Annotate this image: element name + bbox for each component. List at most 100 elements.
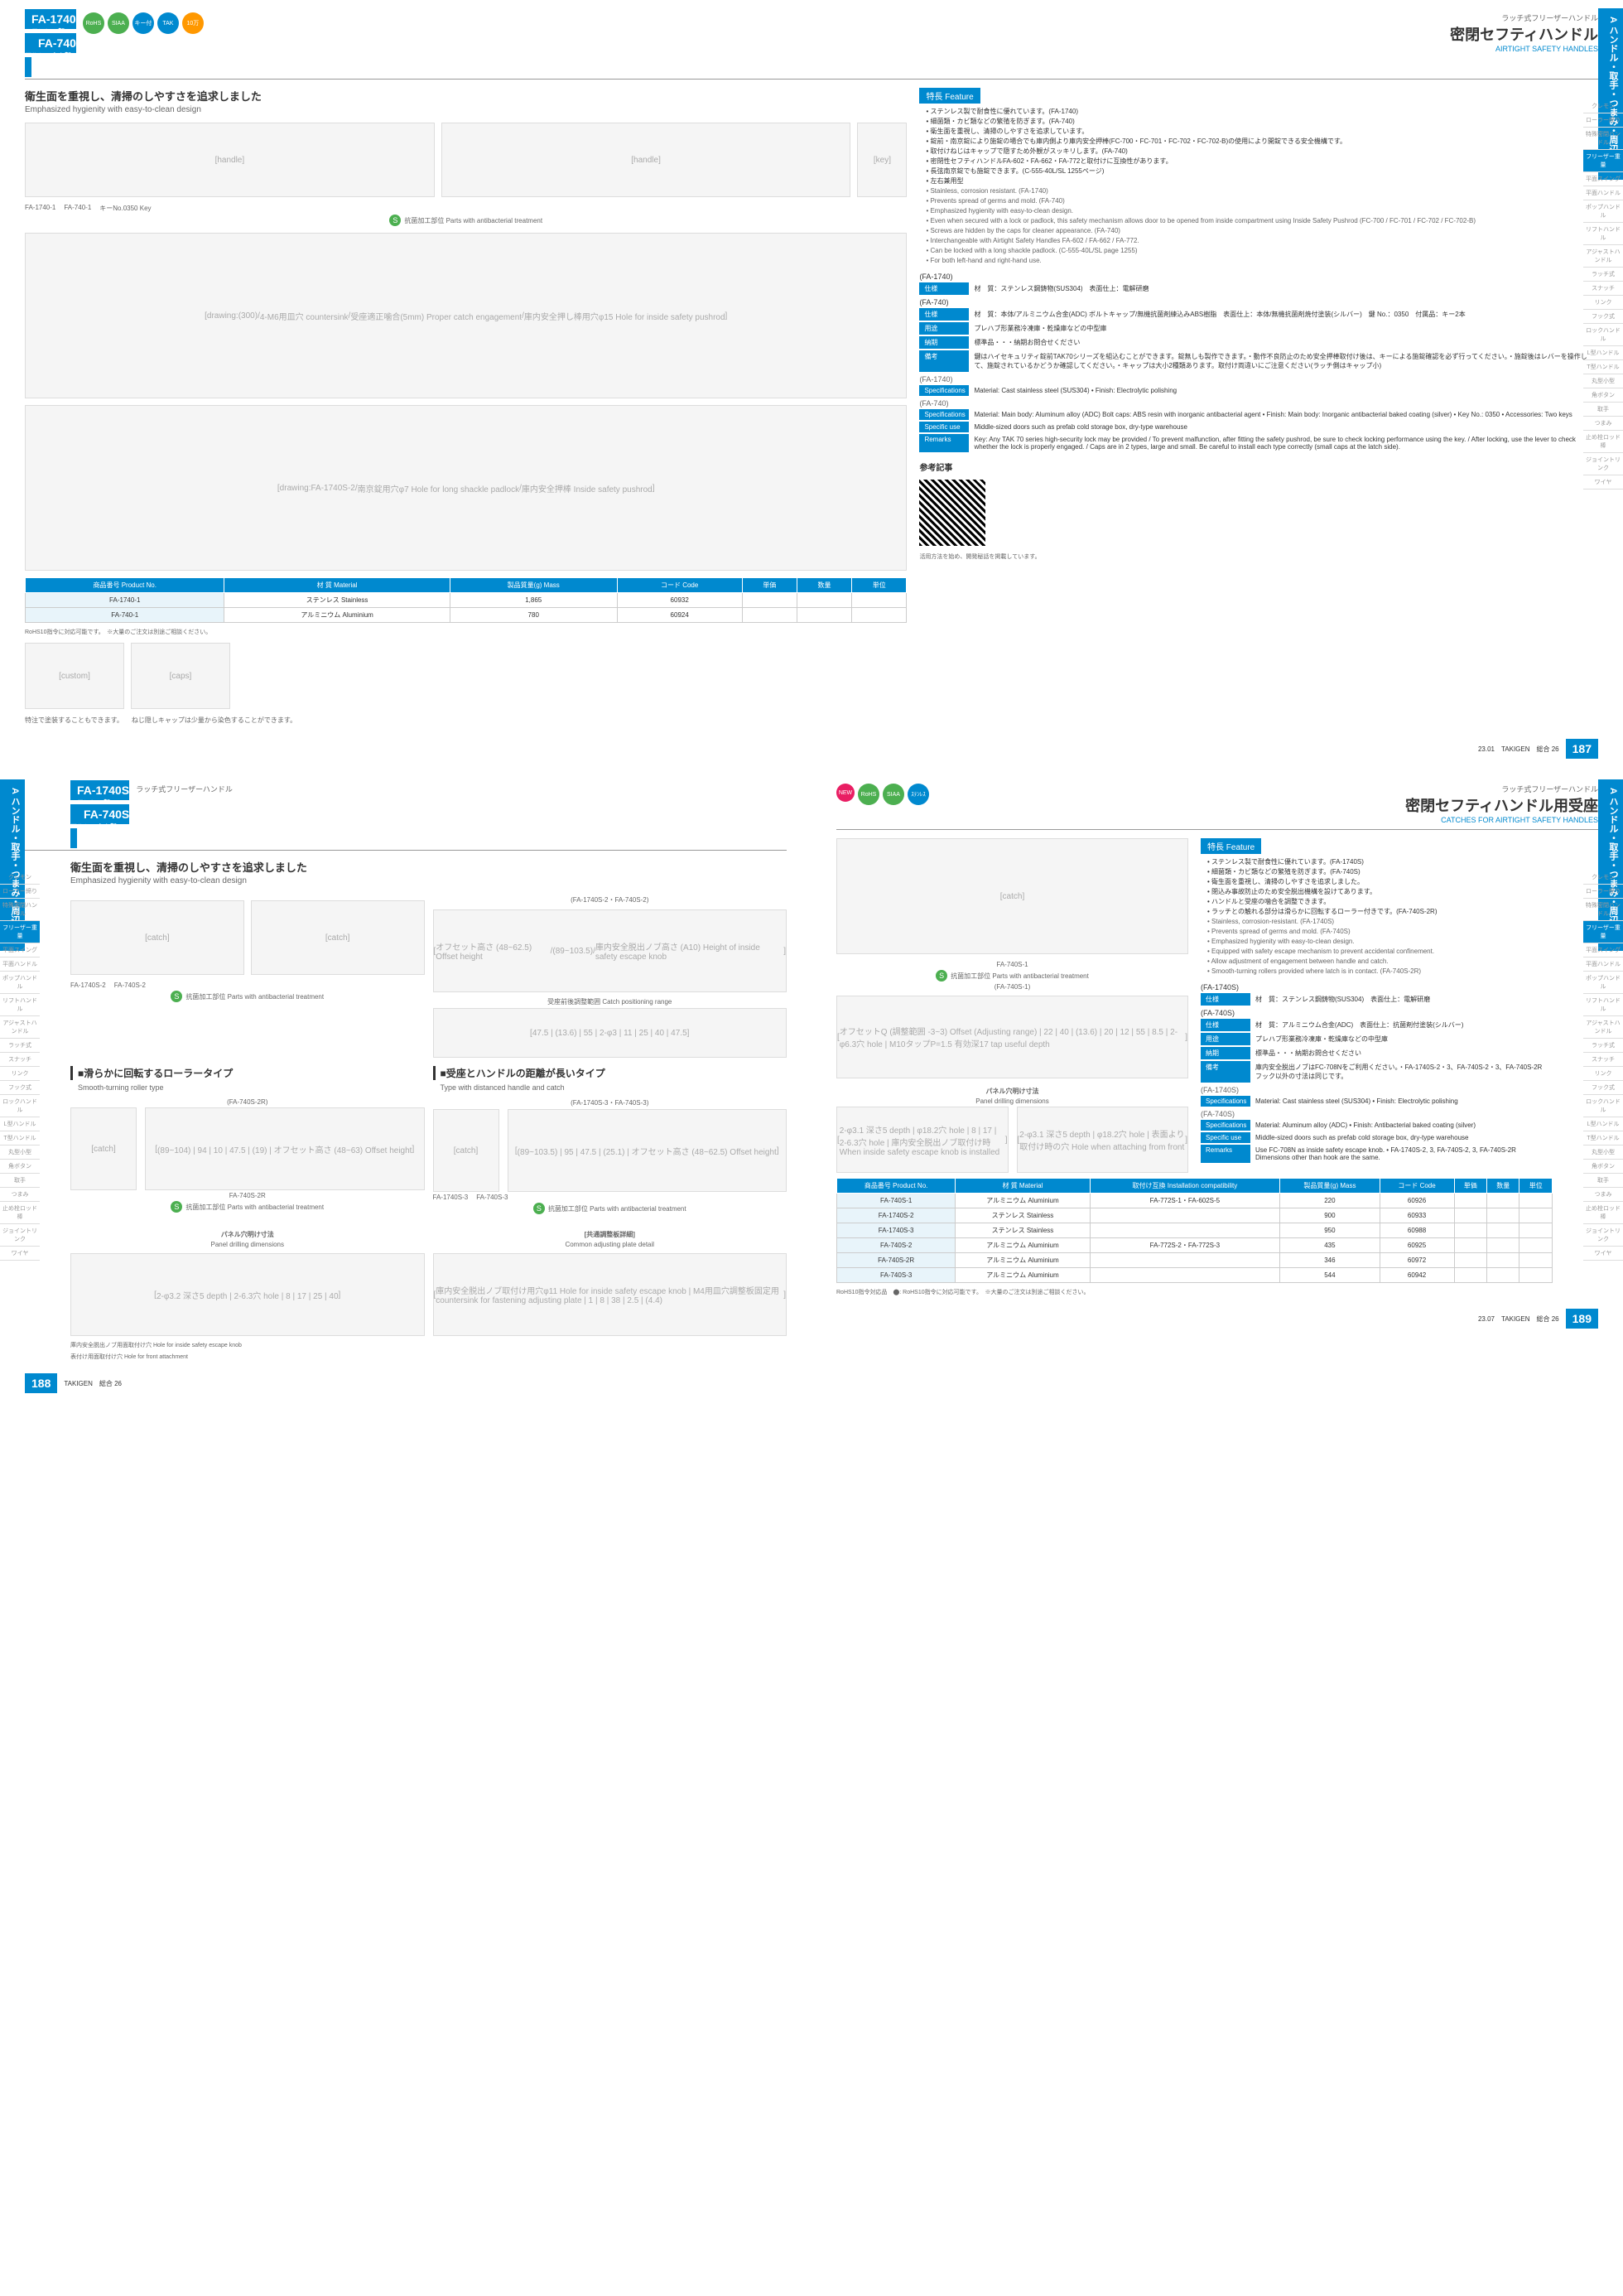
product-image: [catch] xyxy=(433,1109,499,1192)
date: 23.07 xyxy=(1478,1315,1495,1323)
title-category: ラッチ式フリーザーハンドル xyxy=(936,784,1598,794)
rohs-badge: RoHS xyxy=(83,12,104,34)
spec-block: SpecificationsMaterial: Cast stainless s… xyxy=(1201,1096,1553,1107)
title: 密閉セフティハンドル xyxy=(210,23,1598,45)
spec-hdr: (FA-1740S) xyxy=(1201,1086,1553,1094)
technical-drawing-2: [drawing: FA-1740S-2 / 南京錠用穴φ7 Hole for … xyxy=(25,405,907,571)
qr-code xyxy=(919,480,985,546)
brand: TAKIGEN xyxy=(1501,745,1530,753)
page-footer: 23.01 TAKIGEN 総合 26 187 xyxy=(25,739,1598,759)
anti-label: 抗菌加工部位 Parts with antibacterial treatmen… xyxy=(404,217,542,224)
new-badge: NEW xyxy=(836,784,855,802)
panel-hdr: パネル穴明け寸法 xyxy=(836,1087,1188,1096)
product-image: [catch] xyxy=(836,838,1188,954)
siaa-badge: SIAA xyxy=(883,784,904,805)
feature-header: 特長 Feature xyxy=(919,88,980,104)
features-jp: ステンレス製で耐食性に優れています。(FA-1740)細菌類・カビ類などの繁殖を… xyxy=(919,107,1598,186)
panel-hdr-en: Panel drilling dimensions xyxy=(70,1241,425,1248)
section-header-en: Smooth-turning roller type xyxy=(70,1083,425,1092)
panel-hdr: パネル穴明け寸法 xyxy=(70,1230,425,1239)
date: 23.01 xyxy=(1478,745,1495,753)
subtitle: 衛生面を重視し、清掃のしやすさを追求しました xyxy=(70,859,787,875)
prod-label: FA-740S-2R xyxy=(70,1192,425,1199)
section-header-en: Type with distanced handle and catch xyxy=(433,1083,787,1092)
panel-drawing: [2-φ3.2 深さ5 depth | 2-6.3穴 hole | 8 | 17… xyxy=(70,1253,425,1336)
side-nav: クレモンローラー締り特殊密閉ハンドルフリーザー重量平面スイング平面ハンドルポップ… xyxy=(1583,99,1623,490)
key-image: [key] xyxy=(857,123,907,197)
product-image: [catch] xyxy=(70,1107,137,1190)
product-image-2: [handle] xyxy=(441,123,851,197)
spec-1740en-hdr: (FA-1740) xyxy=(919,375,1598,383)
badges: NEW RoHS SIAA ｽﾃﾝﾚｽ xyxy=(836,784,929,805)
section-header: ■滑らかに回転するローラータイプ xyxy=(70,1066,425,1080)
ref-label: 参考記事 xyxy=(919,461,1598,473)
spec-740en-hdr: (FA-740) xyxy=(919,399,1598,408)
header: FA-1740ステンレス製 FA-740アルミニウム製 RoHS SIAA キー… xyxy=(25,12,1598,80)
page-number: 188 xyxy=(25,1373,57,1393)
title-category: ラッチ式フリーザーハンドル xyxy=(136,784,787,794)
siaa-badge: SIAA xyxy=(108,12,129,34)
panel-hdr-en: Panel drilling dimensions xyxy=(836,1097,1188,1105)
page-footer: 188 TAKIGEN 総合 26 xyxy=(25,1373,787,1393)
spec-block: 仕様材 質：アルミニウム合金(ADC) 表面仕上：抗菌剤付塗装(シルバー)用途プ… xyxy=(1201,1019,1553,1083)
spec-block: SpecificationsMaterial: Aluminum alloy (… xyxy=(1201,1120,1553,1163)
anti-dot: S xyxy=(171,991,182,1002)
side-nav: クレモンローラー締り特殊密閉ハンドルフリーザー重量平面スイング平面ハンドルポップ… xyxy=(1583,871,1623,1261)
catalog: 総合 26 xyxy=(99,1379,122,1388)
technical-drawing: [オフセット高さ (48~62.5) Offset height / (89~1… xyxy=(433,909,787,992)
adj-hdr: [共通調整板詳細] xyxy=(433,1230,787,1239)
custom-image: [custom] xyxy=(25,643,124,709)
dwg-label: (FA-740S-1) xyxy=(836,983,1188,991)
title-en: CATCHES FOR AIRTIGHT SAFETY HANDLES xyxy=(936,816,1598,824)
technical-drawing-1: [drawing: (300) / 4-M6用皿穴 countersink / … xyxy=(25,233,907,398)
product-table: 商品番号 Product No.材 質 Material取付け互換 Instal… xyxy=(836,1178,1553,1283)
panel-note: 表付け用面取付け穴 Hole for front attachment xyxy=(70,1353,425,1361)
dwg-label: (FA-1740S-3・FA-740S-3) xyxy=(433,1098,787,1107)
features-en: Stainless, corrosion resistant. (FA-1740… xyxy=(919,186,1598,266)
page-number: 187 xyxy=(1566,739,1598,759)
adj-label: 受座前後調整範囲 Catch positioning range xyxy=(433,997,787,1006)
img-label-1: FA-1740-1 xyxy=(25,204,55,213)
ip-badge: 10万 xyxy=(182,12,204,34)
title-en: AIRTIGHT SAFETY HANDLES xyxy=(210,45,1598,53)
product-image: [catch] xyxy=(251,900,425,975)
spec-hdr: (FA-740S) xyxy=(1201,1110,1553,1118)
table-note: RoHS10指令に対応可能です。 ※大量のご注文は別途ご相談ください。 xyxy=(25,628,907,636)
adj-drawing: [47.5 | (13.6) | 55 | 2-φ3 | 11 | 25 | 4… xyxy=(433,1008,787,1058)
adj-drawing: [庫内安全脱出ノブ取付け用穴φ11 Hole for inside safety… xyxy=(433,1253,787,1336)
spec-hdr: (FA-740S) xyxy=(1201,1009,1553,1017)
spec-block: 仕様材 質：ステンレス鋼鋳物(SUS304) 表面仕上：電解研磨 xyxy=(1201,993,1553,1006)
dwg-label: (FA-740S-2R) xyxy=(70,1098,425,1106)
label: FA-1740S-2 xyxy=(70,982,106,989)
ss-badge: ｽﾃﾝﾚｽ xyxy=(908,784,929,805)
spec-block: SpecificationsMaterial: Cast stainless s… xyxy=(919,385,1598,396)
subtitle: 衛生面を重視し、清掃のしやすさを追求しました xyxy=(25,88,907,104)
product-table: 商品番号 Product No.材 質 Material製品質量(g) Mass… xyxy=(25,577,907,623)
anti-label: 抗菌加工部位 Parts with antibacterial treatmen… xyxy=(951,972,1089,980)
prod-label: FA-740S-1 xyxy=(836,961,1188,968)
custom-caption: 特注で塗装することもできます。 xyxy=(25,716,123,725)
spec-block: 仕様材 質：ステンレス鋼鋳物(SUS304) 表面仕上：電解研磨 xyxy=(919,282,1598,295)
technical-drawing: [オフセットQ (調整範囲 -3~3) Offset (Adjusting ra… xyxy=(836,996,1188,1078)
img-label-2: FA-740-1 xyxy=(64,204,91,213)
catalog: 総合 26 xyxy=(1537,745,1559,754)
title: 密閉セフティハンドル用受座 xyxy=(936,794,1598,816)
product-image: [catch] xyxy=(70,900,244,975)
ref-note: 活用方法を始め、開発秘話を掲載しています。 xyxy=(919,552,1598,561)
anti-dot: S xyxy=(389,215,401,226)
cap-note: ねじ隠しキャップは少量から染色することができます。 xyxy=(132,716,296,725)
feature-header: 特長 Feature xyxy=(1201,838,1261,854)
brand: TAKIGEN xyxy=(64,1380,93,1387)
technical-drawing: [(89~103.5) | 95 | 47.5 | (25.1) | オフセット… xyxy=(508,1109,787,1192)
product-image-1: [handle] xyxy=(25,123,435,197)
features-en: Stainless, corrosion-resistant. (FA-1740… xyxy=(1201,917,1553,977)
table-note: RoHS10指令対応品 ⬤: RoHS10指令に対応可能です。 ※大量のご注文は… xyxy=(836,1288,1598,1296)
anti-label: 抗菌加工部位 Parts with antibacterial treatmen… xyxy=(185,993,324,1001)
side-nav: クレモンローラー締り特殊密閉ハンドルフリーザー重量平面スイング平面ハンドルポップ… xyxy=(0,871,40,1261)
badges: RoHS SIAA キー付 TAK 10万 xyxy=(83,12,204,34)
panel-note: 庫内安全脱出ノブ用面取付け穴 Hole for inside safety es… xyxy=(70,1341,425,1349)
panel-drawing-right: [2-φ3.1 深さ5 depth | φ18.2穴 hole | 表面より取付… xyxy=(1017,1107,1189,1173)
anti-dot: S xyxy=(171,1201,182,1213)
anti-dot: S xyxy=(533,1203,545,1214)
key-badge: キー付 xyxy=(132,12,154,34)
